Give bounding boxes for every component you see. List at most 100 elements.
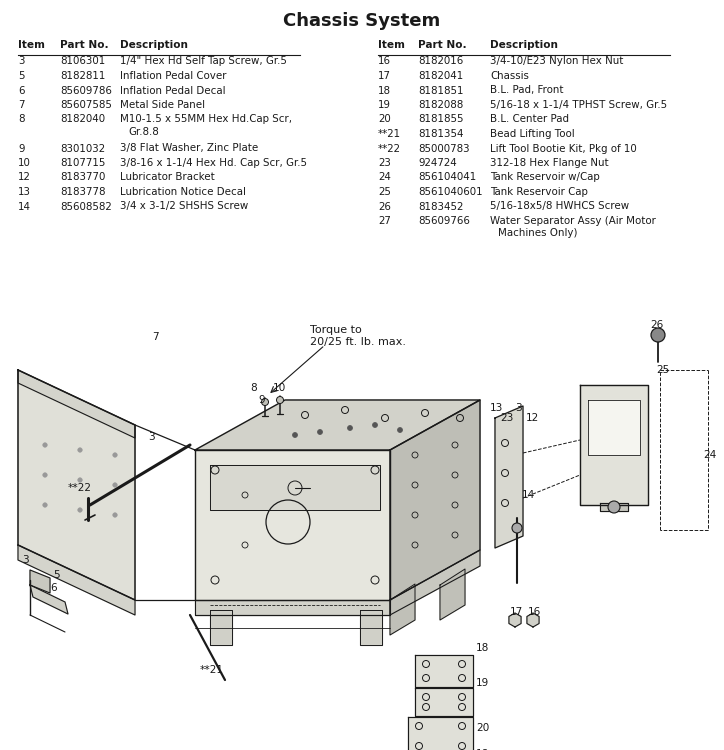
Text: Part No.: Part No. xyxy=(418,40,467,50)
Text: B.L. Pad, Front: B.L. Pad, Front xyxy=(490,86,563,95)
Polygon shape xyxy=(18,370,135,600)
Polygon shape xyxy=(390,400,480,600)
Circle shape xyxy=(43,442,47,447)
Circle shape xyxy=(43,503,47,507)
Text: Lift Tool Bootie Kit, Pkg of 10: Lift Tool Bootie Kit, Pkg of 10 xyxy=(490,143,636,154)
Polygon shape xyxy=(210,465,380,510)
Text: 5: 5 xyxy=(53,570,59,580)
Text: Torque to
20/25 ft. lb. max.: Torque to 20/25 ft. lb. max. xyxy=(310,325,406,346)
Text: Description: Description xyxy=(490,40,558,50)
Text: 8182016: 8182016 xyxy=(418,56,463,67)
Text: 9: 9 xyxy=(18,143,25,154)
Text: M10-1.5 x 55MM Hex Hd.Cap Scr,: M10-1.5 x 55MM Hex Hd.Cap Scr, xyxy=(120,115,292,125)
Text: 17: 17 xyxy=(510,607,523,617)
Text: 8107715: 8107715 xyxy=(60,158,106,168)
Text: Gr.8.8: Gr.8.8 xyxy=(128,127,159,137)
Text: 8: 8 xyxy=(250,383,257,393)
Text: 19: 19 xyxy=(476,678,489,688)
Text: 3: 3 xyxy=(515,403,522,413)
Text: 3/4 x 3-1/2 SHSHS Screw: 3/4 x 3-1/2 SHSHS Screw xyxy=(120,202,248,211)
Text: 3/8 Flat Washer, Zinc Plate: 3/8 Flat Washer, Zinc Plate xyxy=(120,143,258,154)
Polygon shape xyxy=(390,550,480,615)
Text: 8181851: 8181851 xyxy=(418,86,463,95)
Text: 20: 20 xyxy=(476,723,489,733)
Circle shape xyxy=(348,425,353,430)
Text: 14: 14 xyxy=(522,490,535,500)
Circle shape xyxy=(397,427,403,433)
Text: Item: Item xyxy=(18,40,45,50)
Text: 17: 17 xyxy=(378,71,391,81)
Polygon shape xyxy=(580,385,648,505)
Text: 85607585: 85607585 xyxy=(60,100,112,110)
Text: 16: 16 xyxy=(378,56,391,67)
Text: Chassis System: Chassis System xyxy=(283,12,441,30)
Text: 8183452: 8183452 xyxy=(418,202,463,211)
Polygon shape xyxy=(600,503,628,511)
Text: Inflation Pedal Decal: Inflation Pedal Decal xyxy=(120,86,225,95)
Text: 3: 3 xyxy=(22,555,29,565)
Polygon shape xyxy=(415,655,473,687)
Text: **21: **21 xyxy=(378,129,401,139)
Polygon shape xyxy=(360,610,382,645)
Text: **22: **22 xyxy=(378,143,401,154)
Polygon shape xyxy=(210,610,232,645)
Circle shape xyxy=(77,508,83,512)
Text: 3/8-16 x 1-1/4 Hex Hd. Cap Scr, Gr.5: 3/8-16 x 1-1/4 Hex Hd. Cap Scr, Gr.5 xyxy=(120,158,307,168)
Circle shape xyxy=(318,430,322,434)
Text: Lubricator Bracket: Lubricator Bracket xyxy=(120,172,215,182)
Text: 10: 10 xyxy=(273,383,287,393)
Text: 12: 12 xyxy=(526,413,539,423)
Text: 8182041: 8182041 xyxy=(418,71,463,81)
Text: 8181354: 8181354 xyxy=(418,129,463,139)
Circle shape xyxy=(113,453,117,458)
Text: 8182040: 8182040 xyxy=(60,115,105,125)
Text: 23: 23 xyxy=(378,158,391,168)
Text: Part No.: Part No. xyxy=(60,40,109,50)
Text: B.L. Center Pad: B.L. Center Pad xyxy=(490,115,569,125)
Circle shape xyxy=(512,523,522,533)
Circle shape xyxy=(292,433,298,437)
Polygon shape xyxy=(195,450,390,600)
Text: 10: 10 xyxy=(18,158,31,168)
Text: 8106301: 8106301 xyxy=(60,56,105,67)
Text: 5/16-18x5/8 HWHCS Screw: 5/16-18x5/8 HWHCS Screw xyxy=(490,202,629,211)
Text: Lubrication Notice Decal: Lubrication Notice Decal xyxy=(120,187,246,197)
Text: 6: 6 xyxy=(50,583,56,593)
Circle shape xyxy=(373,422,377,427)
Polygon shape xyxy=(18,545,135,615)
Polygon shape xyxy=(30,585,68,614)
Text: 25: 25 xyxy=(656,365,669,375)
Polygon shape xyxy=(588,400,640,455)
Circle shape xyxy=(651,328,665,342)
Circle shape xyxy=(608,501,620,513)
Polygon shape xyxy=(18,370,135,438)
Text: 20: 20 xyxy=(378,115,391,125)
Text: 3: 3 xyxy=(148,432,155,442)
Text: 24: 24 xyxy=(378,172,391,182)
Text: 12: 12 xyxy=(18,172,31,182)
Text: 8183778: 8183778 xyxy=(60,187,106,197)
Text: 6: 6 xyxy=(18,86,25,95)
Text: Chassis: Chassis xyxy=(490,71,529,81)
Text: Bead Lifting Tool: Bead Lifting Tool xyxy=(490,129,575,139)
Text: 14: 14 xyxy=(18,202,31,211)
Text: 18: 18 xyxy=(476,643,489,653)
Text: 8182088: 8182088 xyxy=(418,100,463,110)
Text: Water Separator Assy (Air Motor: Water Separator Assy (Air Motor xyxy=(490,216,656,226)
Circle shape xyxy=(77,478,83,482)
Text: 924724: 924724 xyxy=(418,158,457,168)
Text: 16: 16 xyxy=(528,607,542,617)
Text: 5/16-18 x 1-1/4 TPHST Screw, Gr.5: 5/16-18 x 1-1/4 TPHST Screw, Gr.5 xyxy=(490,100,667,110)
Text: 8: 8 xyxy=(18,115,25,125)
Polygon shape xyxy=(408,717,473,750)
Text: Description: Description xyxy=(120,40,188,50)
Text: 18: 18 xyxy=(378,86,391,95)
Text: Metal Side Panel: Metal Side Panel xyxy=(120,100,205,110)
Text: 8301032: 8301032 xyxy=(60,143,105,154)
Circle shape xyxy=(113,483,117,488)
Text: 8183770: 8183770 xyxy=(60,172,106,182)
Text: 312-18 Hex Flange Nut: 312-18 Hex Flange Nut xyxy=(490,158,609,168)
Circle shape xyxy=(113,513,117,517)
Text: 25: 25 xyxy=(378,187,391,197)
Circle shape xyxy=(277,397,284,404)
